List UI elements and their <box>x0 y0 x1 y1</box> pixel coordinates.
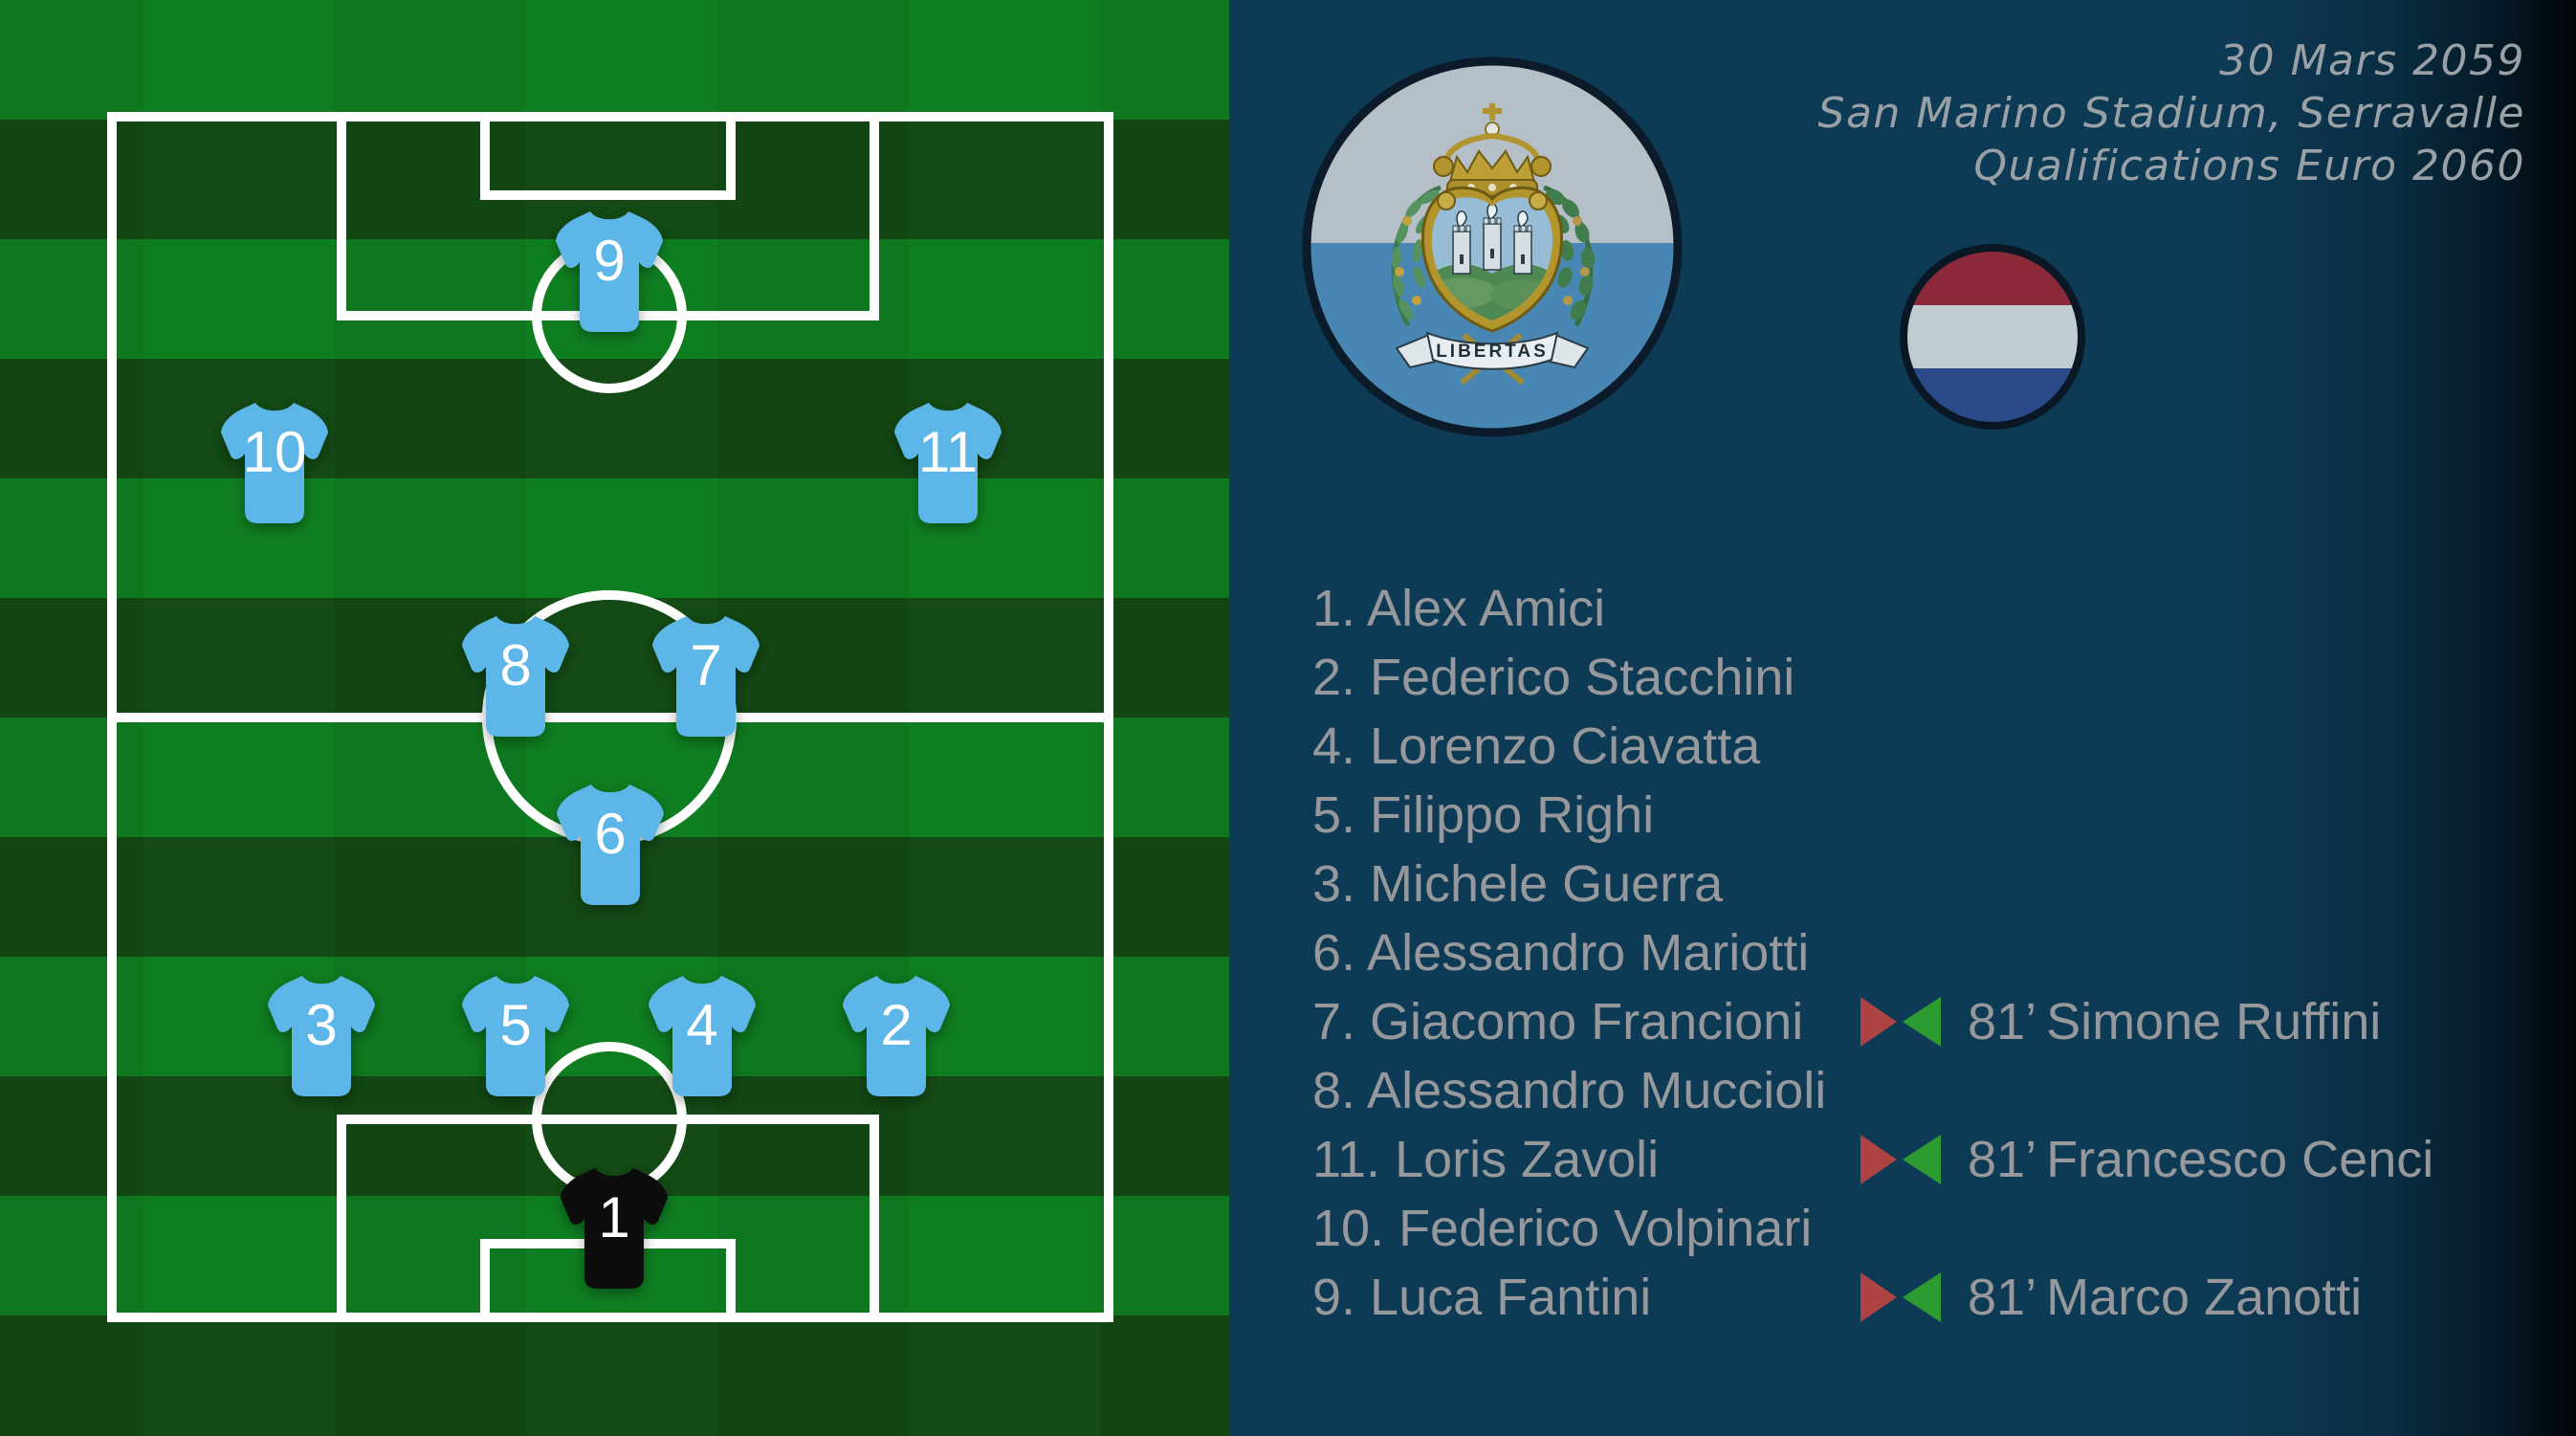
player-label: 6. Alessandro Mariotti <box>1312 924 1810 982</box>
match-header: 30 Mars 2059 San Marino Stadium, Serrava… <box>1818 34 2525 192</box>
sub-out-arrow-icon <box>1860 1135 1897 1184</box>
substitute-name: Francesco Cenci <box>2046 1131 2434 1188</box>
player-label: 11. Loris Zavoli <box>1312 1131 1660 1188</box>
roster-row: 4. Lorenzo Ciavatta <box>1312 712 2556 781</box>
match-venue: San Marino Stadium, Serravalle <box>1817 89 2525 138</box>
shield-icon <box>1420 186 1564 333</box>
roster-row: 1. Alex Amici <box>1312 574 2556 643</box>
tower-icon <box>1452 203 1532 275</box>
player-label: 9. Luca Fantini <box>1312 1269 1652 1326</box>
player-jersey-11: 11 <box>894 403 1002 523</box>
jersey-number: 2 <box>880 993 912 1057</box>
sub-in-arrow-icon <box>1903 997 1941 1047</box>
netherlands-flag-field <box>1904 248 2081 426</box>
roster-row: 10. Federico Volpinari <box>1312 1194 2556 1263</box>
san-marino-crest: LIBERTAS <box>1391 103 1596 386</box>
sub-in-arrow-icon <box>1903 1135 1941 1184</box>
roster-row: 11. Loris Zavoli 81’ Francesco Cenci <box>1312 1125 2556 1194</box>
player-label: 2. Federico Stacchini <box>1312 649 1795 706</box>
substitution-icon <box>1860 1272 1941 1322</box>
roster-row: 6. Alessandro Mariotti <box>1312 918 2556 987</box>
jersey-number: 9 <box>593 229 625 293</box>
badge-ring <box>1302 56 1683 437</box>
player-label: 10. Federico Volpinari <box>1312 1200 1813 1257</box>
match-date: 30 Mars 2059 <box>2219 36 2525 85</box>
player-jersey-8: 8 <box>462 616 569 737</box>
pitch: 9 10 11 8 7 6 <box>0 0 1229 1436</box>
jersey-number: 3 <box>305 993 337 1057</box>
substitution: 81’ Simone Ruffini <box>1860 987 2381 1056</box>
player-jersey-5: 5 <box>462 976 569 1096</box>
player-jersey-6: 6 <box>557 784 664 905</box>
substitution-minute: 81’ <box>1968 1131 2037 1188</box>
player-jersey-3: 3 <box>268 976 375 1096</box>
roster-row: 8. Alessandro Muccioli <box>1312 1056 2556 1125</box>
substitution: 81’ Marco Zanotti <box>1860 1263 2362 1332</box>
laurel-branch-icon <box>1391 185 1442 327</box>
sub-out-arrow-icon <box>1860 997 1897 1047</box>
substitution-icon <box>1860 1135 1941 1184</box>
substitution-minute: 81’ <box>1968 993 2037 1050</box>
crest-motto: LIBERTAS <box>1436 342 1549 362</box>
player-jersey-10: 10 <box>221 403 328 523</box>
jersey-number: 11 <box>918 420 978 484</box>
san-marino-flag-badge: LIBERTAS <box>1302 56 1683 437</box>
player-label: 4. Lorenzo Ciavatta <box>1312 718 1761 775</box>
roster-row: 9. Luca Fantini 81’ Marco Zanotti <box>1312 1263 2556 1332</box>
jersey-number: 5 <box>499 993 531 1057</box>
roster-row: 7. Giacomo Francioni 81’ Simone Ruffini <box>1312 987 2556 1056</box>
jersey-number: 4 <box>686 993 717 1057</box>
roster-row: 5. Filippo Righi <box>1312 781 2556 850</box>
roster-row: 2. Federico Stacchini <box>1312 643 2556 712</box>
player-label: 8. Alessandro Muccioli <box>1312 1062 1827 1119</box>
libertas-banner: LIBERTAS <box>1395 331 1590 370</box>
player-jersey-7: 7 <box>652 616 760 737</box>
jersey-number: 1 <box>598 1185 629 1249</box>
player-label: 7. Giacomo Francioni <box>1312 993 1804 1050</box>
jersey-number: 8 <box>499 633 531 697</box>
sub-out-arrow-icon <box>1860 1272 1897 1322</box>
badge-ring <box>1900 244 2085 430</box>
player-label: 3. Michele Guerra <box>1312 855 1724 913</box>
substitution-minute: 81’ <box>1968 1269 2037 1326</box>
player-label: 5. Filippo Righi <box>1312 786 1655 844</box>
player-label: 1. Alex Amici <box>1312 580 1606 637</box>
match-competition: Qualifications Euro 2060 <box>1973 142 2525 190</box>
substitute-name: Simone Ruffini <box>2046 993 2382 1050</box>
player-jersey-1-goalkeeper: 1 <box>561 1168 668 1289</box>
player-jersey-2: 2 <box>843 976 950 1096</box>
players: 9 10 11 8 7 6 <box>221 211 1002 1289</box>
roster-row: 3. Michele Guerra <box>1312 850 2556 918</box>
netherlands-flag-badge <box>1900 244 2085 430</box>
jersey-number: 7 <box>690 633 721 697</box>
jersey-number: 10 <box>243 420 307 484</box>
jersey-number: 6 <box>594 802 626 866</box>
sub-in-arrow-icon <box>1903 1272 1941 1322</box>
starting-lineup-list: 1. Alex Amici 2. Federico Stacchini 4. L… <box>1312 574 2556 1332</box>
player-jersey-4: 4 <box>649 976 756 1096</box>
substitution-icon <box>1860 997 1941 1047</box>
substitute-name: Marco Zanotti <box>2046 1269 2363 1326</box>
player-jersey-9: 9 <box>556 211 663 332</box>
substitution: 81’ Francesco Cenci <box>1860 1125 2433 1194</box>
info-panel: LIBERTAS 30 Mars 2059 San Marino Stadium… <box>1229 0 2576 1436</box>
